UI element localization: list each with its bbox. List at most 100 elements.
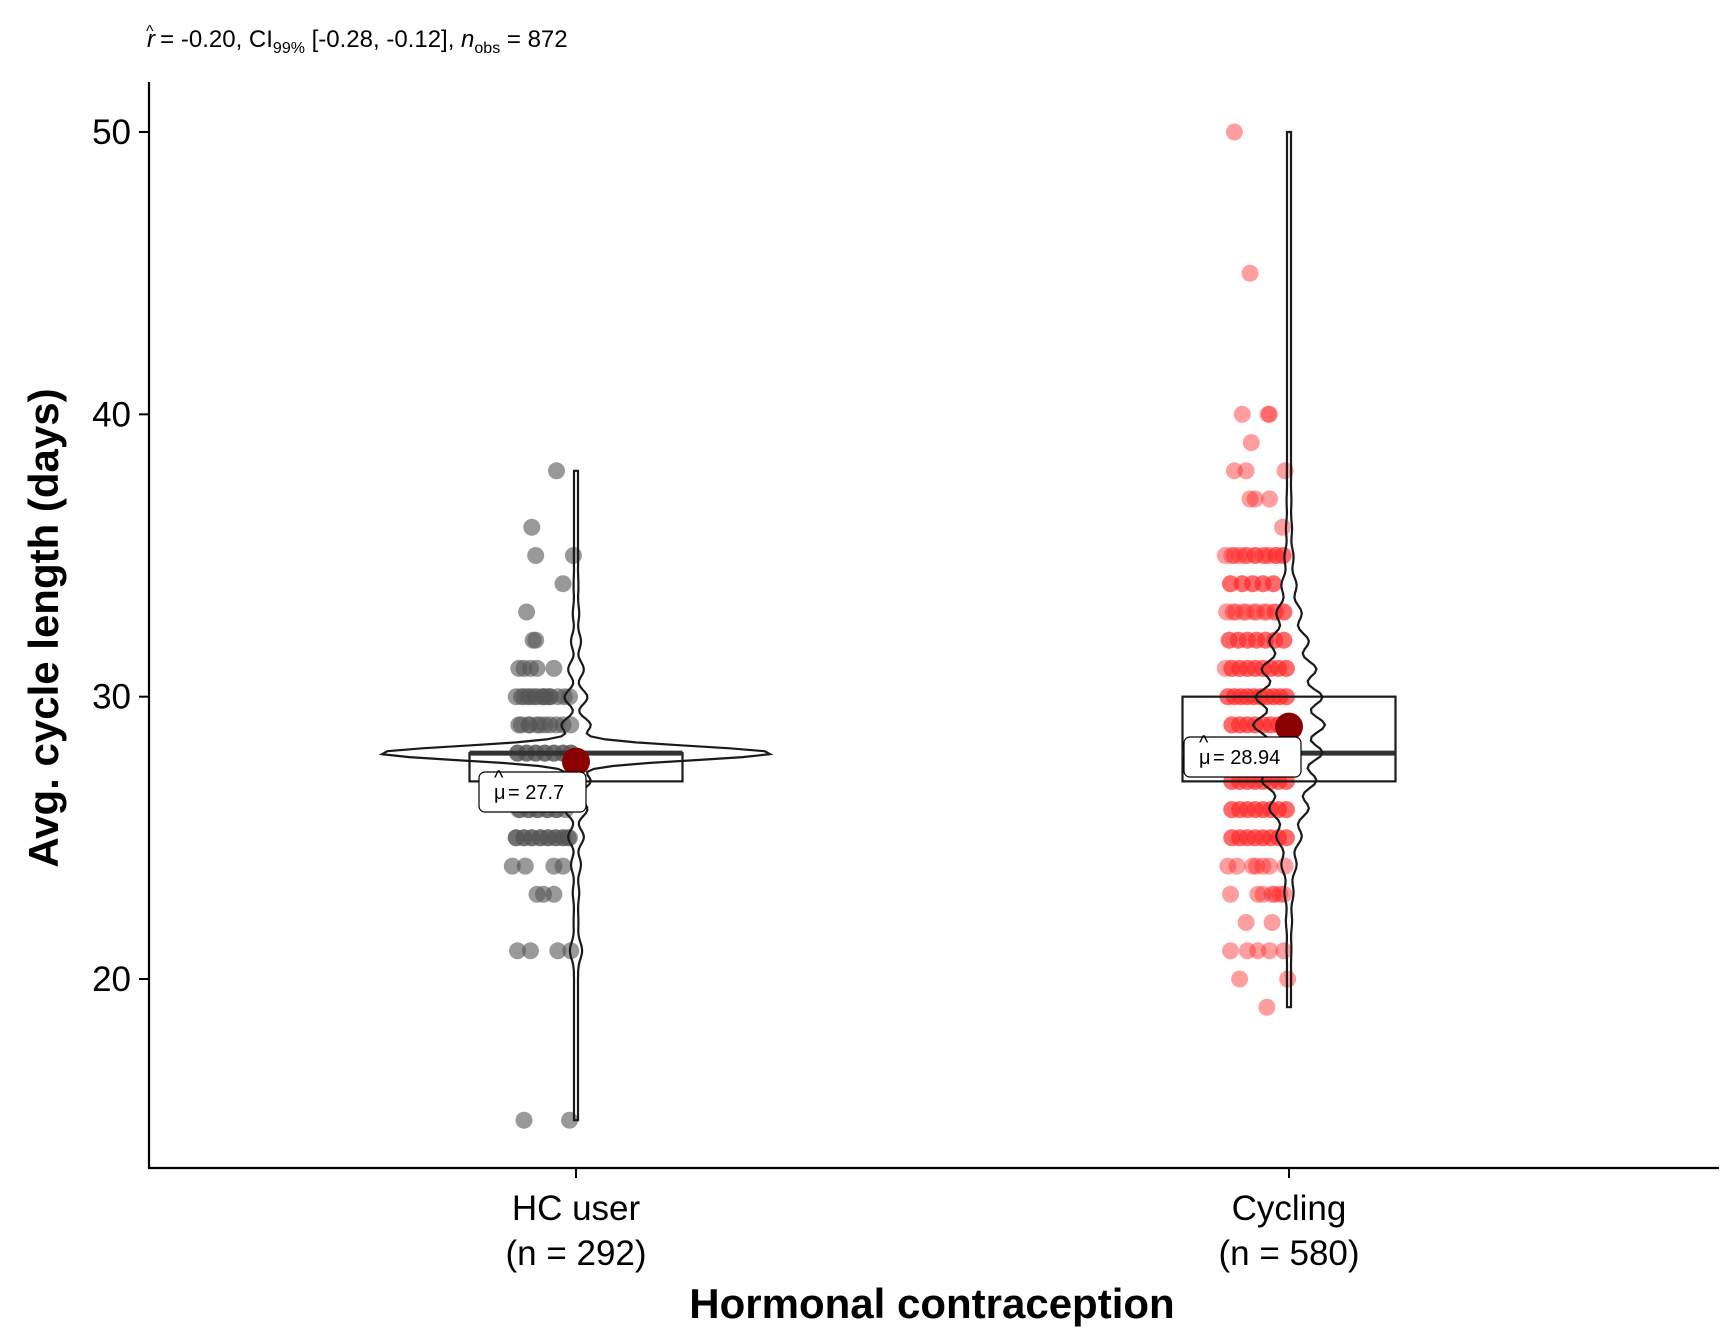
data-point: [522, 659, 539, 677]
subtitle-ci-value: [-0.28, -0.12]: [312, 26, 448, 53]
data-point: [1267, 547, 1285, 564]
data-point: [1225, 123, 1243, 141]
data-point: [1262, 716, 1280, 734]
data-point: [1266, 885, 1284, 903]
data-point: [549, 942, 567, 960]
mu-hat-accent: ^: [494, 767, 504, 789]
data-point: [1244, 575, 1262, 593]
data-point: [1277, 659, 1295, 677]
data-point: [548, 462, 565, 480]
data-point: [1248, 631, 1265, 649]
mean-label-text: = 28.94: [1213, 747, 1280, 769]
data-point: [1238, 801, 1256, 819]
data-point: [541, 688, 559, 706]
data-point: [1223, 716, 1241, 734]
data-point: [1261, 857, 1278, 875]
data-point: [1246, 659, 1264, 677]
data-point: [1262, 829, 1280, 847]
data-point: [1246, 716, 1264, 734]
data-point: [1248, 603, 1265, 621]
data-point: [1238, 829, 1256, 847]
data-point: [1231, 716, 1249, 734]
data-point: [1220, 631, 1238, 649]
data-point: [1277, 829, 1295, 847]
data-point: [1254, 801, 1272, 819]
data-point: [1231, 716, 1249, 734]
data-point: [1249, 942, 1267, 960]
data-point: [1246, 801, 1264, 819]
mean-label-text: = 27.7: [508, 782, 564, 804]
data-point: [1238, 659, 1256, 677]
data-point: [1231, 547, 1249, 564]
x-tick-n-cycling: (n = 580): [1218, 1234, 1359, 1273]
data-point: [1231, 801, 1249, 819]
data-point: [522, 942, 539, 960]
data-point: [1231, 829, 1249, 847]
data-point: [1223, 547, 1241, 564]
group-cycling: [1181, 123, 1397, 1016]
x-tick-label-cycling: Cycling: [1232, 1189, 1347, 1228]
data-point: [1276, 462, 1294, 480]
data-point: [1261, 490, 1278, 508]
x-tick-n-hc-user: (n = 292): [505, 1234, 646, 1273]
data-point: [1270, 659, 1288, 677]
r-hat-symbol: r: [147, 26, 156, 53]
data-point: [1238, 942, 1256, 960]
data-point: [1222, 575, 1239, 593]
data-point: [1241, 264, 1259, 282]
axis-ticks: 20 30 40 50: [92, 113, 1290, 1178]
data-point: [1263, 914, 1281, 931]
data-point: [509, 942, 526, 960]
data-point: [1229, 631, 1247, 649]
data-point: [1254, 575, 1272, 593]
data-point: [1242, 434, 1260, 452]
data-point: [1218, 603, 1236, 621]
data-point: [1225, 547, 1243, 564]
data-point: [1275, 631, 1293, 649]
data-point: [516, 857, 534, 875]
data-point: [1254, 716, 1272, 734]
data-point: [1274, 547, 1291, 564]
data-point: [1261, 547, 1278, 564]
data-point: [1223, 716, 1241, 734]
data-point: [1254, 857, 1272, 875]
y-tick-label: 30: [92, 678, 131, 717]
data-point: [1238, 631, 1256, 649]
data-point: [503, 857, 521, 875]
data-point: [515, 1111, 533, 1129]
data-point: [1223, 829, 1241, 847]
data-point: [1219, 857, 1237, 875]
data-point: [545, 857, 563, 875]
mean-label-hc-user: μ ^ = 27.7: [478, 767, 587, 813]
data-point: [1277, 801, 1295, 819]
mu-symbol: μ: [494, 782, 506, 804]
y-tick-label: 50: [92, 113, 131, 152]
data-point: [1248, 631, 1265, 649]
data-point: [1231, 659, 1249, 677]
data-point: [1244, 575, 1262, 593]
data-point: [554, 575, 572, 593]
data-point: [1238, 547, 1256, 564]
data-point: [1246, 547, 1264, 564]
data-point: [1246, 716, 1264, 734]
data-point: [1258, 603, 1276, 621]
data-point: [1246, 829, 1264, 847]
data-point: [1254, 575, 1272, 593]
data-point: [1261, 405, 1278, 423]
data-point: [1246, 801, 1264, 819]
data-point: [1231, 829, 1249, 847]
data-point: [1258, 998, 1276, 1016]
data-point: [1241, 490, 1259, 508]
data-point: [1225, 462, 1243, 480]
y-tick-label: 20: [92, 960, 131, 999]
data-point: [1245, 603, 1263, 621]
data-point: [1270, 801, 1288, 819]
data-point: [1244, 857, 1262, 875]
y-tick-label: 40: [92, 395, 131, 434]
data-point: [1262, 716, 1280, 734]
data-point: [1263, 885, 1281, 903]
data-point: [536, 716, 554, 734]
data-point: [545, 659, 563, 677]
data-point: [1236, 547, 1254, 564]
